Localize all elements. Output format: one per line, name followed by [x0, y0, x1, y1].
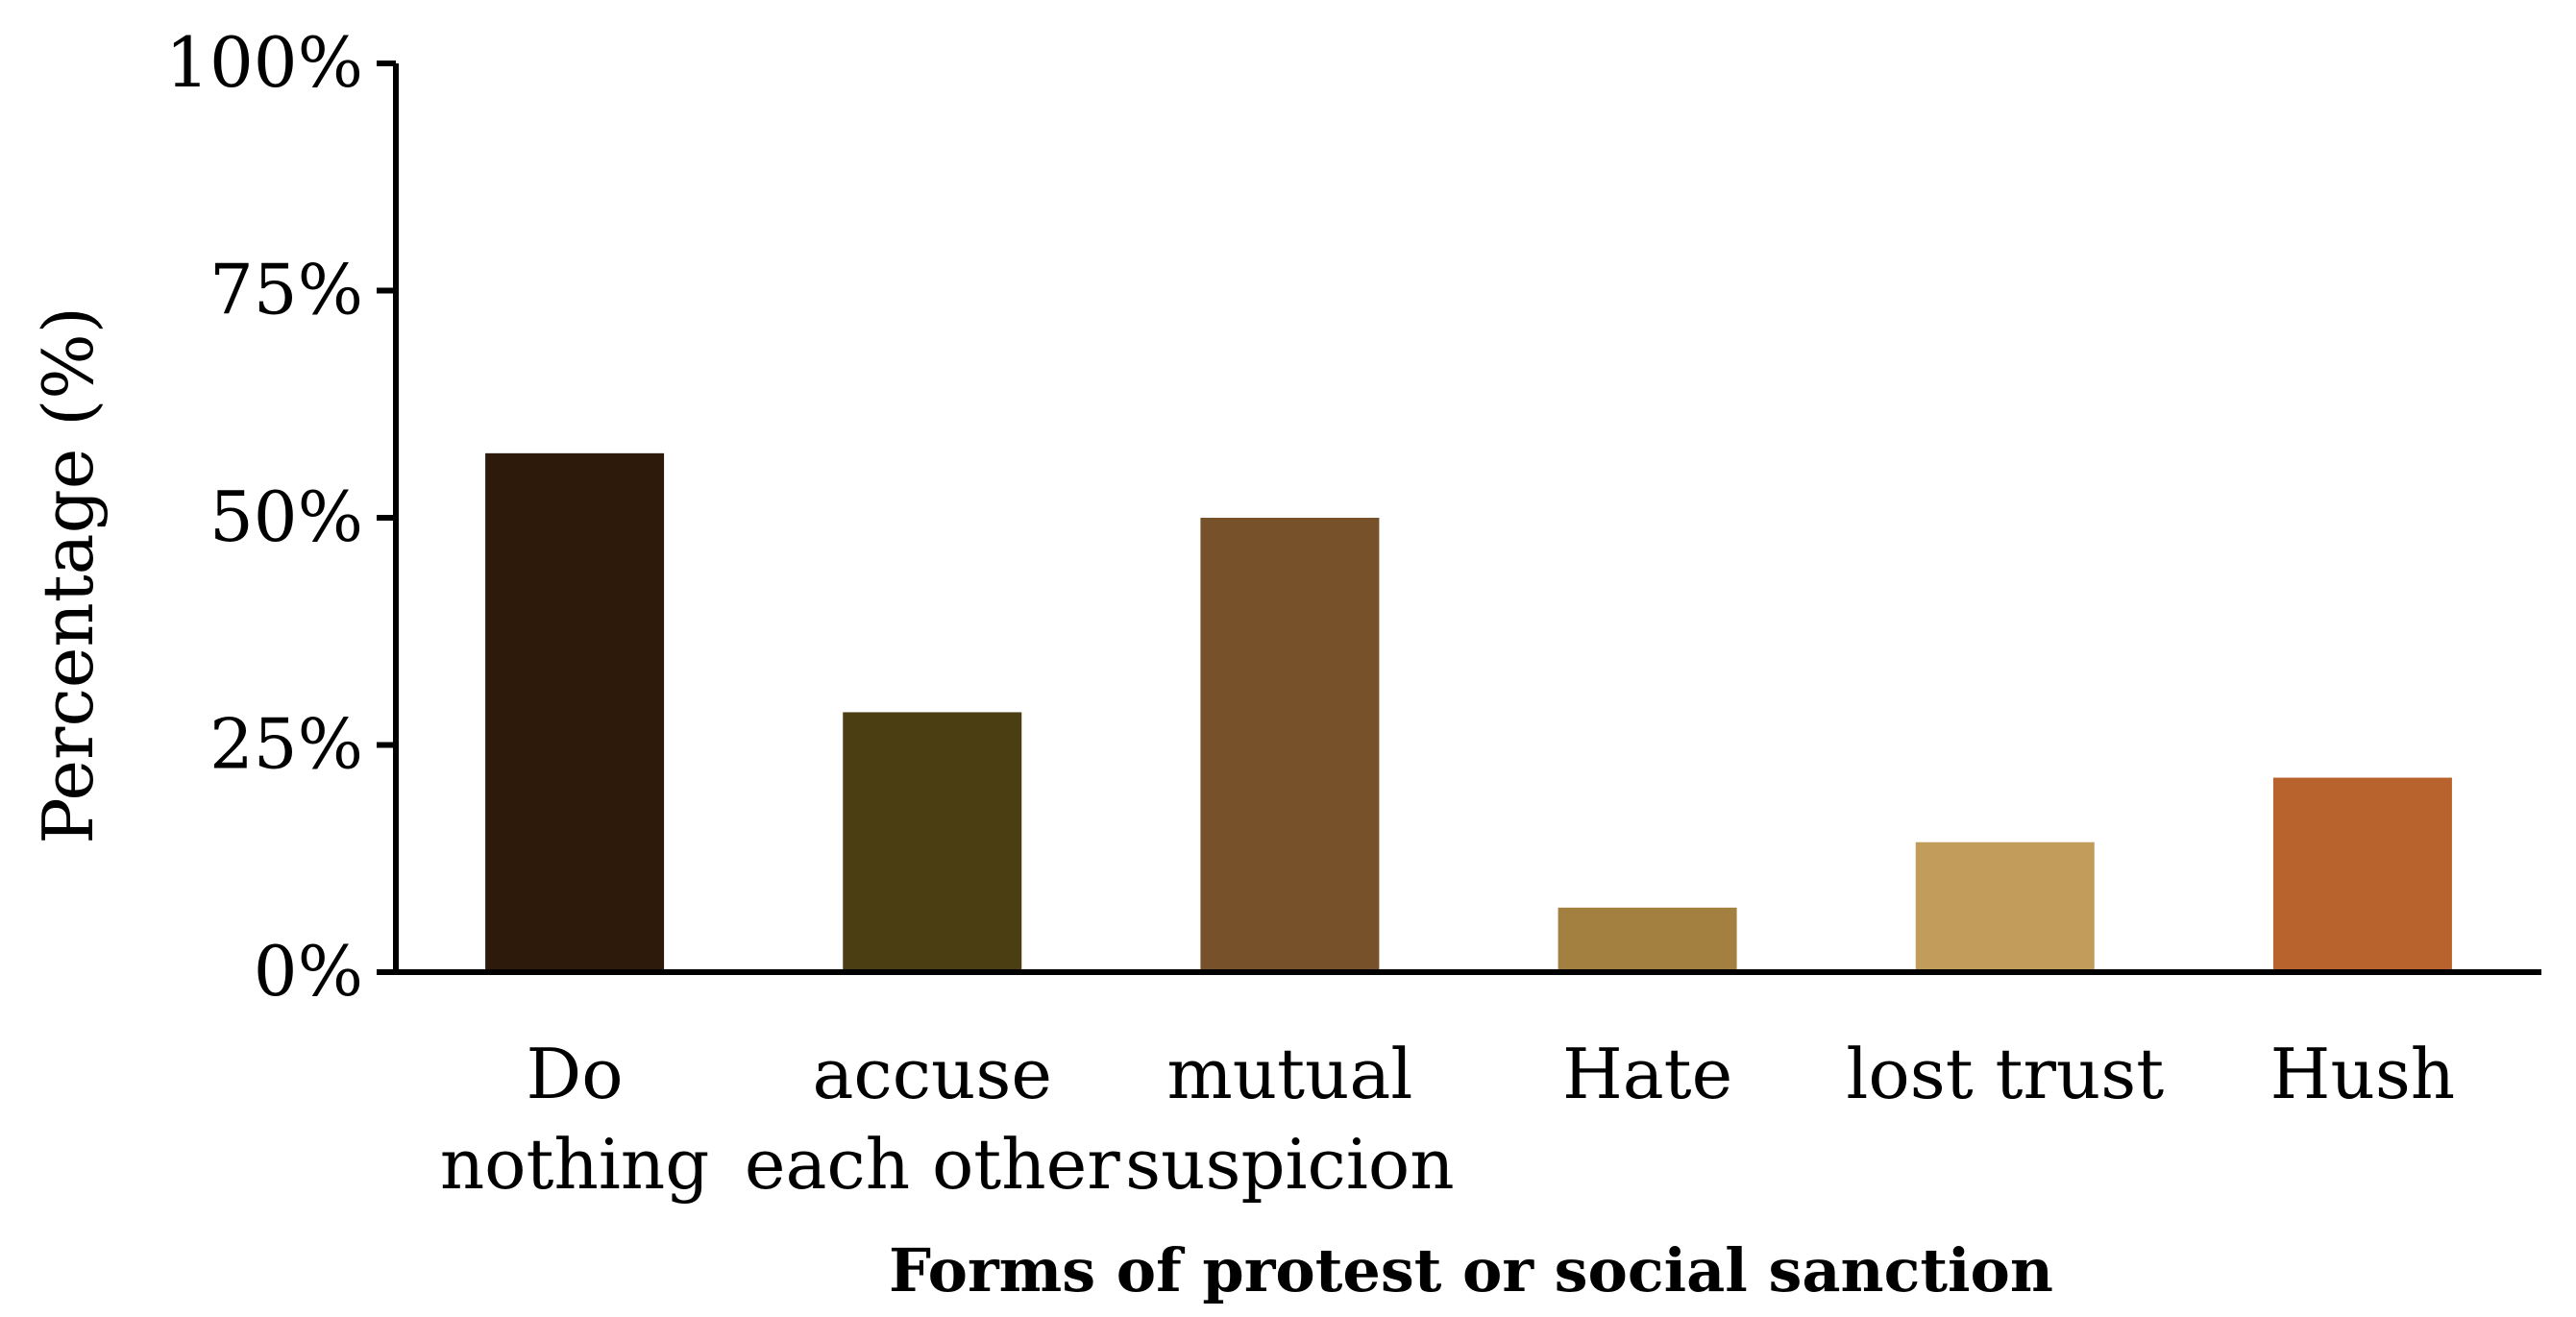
- x-category-label: Do: [527, 1034, 624, 1114]
- x-category-labels: Do nothing accuse each other mutual suspicion…: [440, 1034, 2455, 1205]
- bar: [2272, 777, 2452, 972]
- axes-layer: [377, 63, 2541, 975]
- x-category-label: nothing: [440, 1124, 710, 1205]
- y-tick-label: 25%: [209, 704, 363, 785]
- bar: [485, 452, 665, 973]
- x-category-label: Hate: [1562, 1034, 1732, 1114]
- y-tick-label: 0%: [254, 931, 363, 1012]
- bar: [843, 712, 1022, 972]
- x-axis-title: Forms of protest or social sanction: [889, 1235, 2053, 1305]
- x-category-label: Hush: [2270, 1034, 2455, 1114]
- x-category-label: each other: [745, 1124, 1120, 1205]
- bar: [1915, 841, 2095, 972]
- y-tick-label: 50%: [209, 476, 363, 557]
- y-tick-label: 100%: [165, 22, 363, 103]
- x-category-label: lost trust: [1846, 1034, 2164, 1114]
- bar: [1558, 907, 1737, 972]
- x-category-label: accuse: [812, 1034, 1052, 1114]
- y-ticks: 0% 25% 50% 75% 100%: [165, 22, 396, 1012]
- x-category-label: mutual: [1166, 1034, 1412, 1114]
- bars-layer: [485, 452, 2452, 973]
- y-tick-label: 75%: [209, 250, 363, 330]
- x-category-label: suspicion: [1125, 1124, 1454, 1205]
- y-axis-title: Percentage (%): [28, 306, 109, 844]
- bar: [1200, 518, 1380, 972]
